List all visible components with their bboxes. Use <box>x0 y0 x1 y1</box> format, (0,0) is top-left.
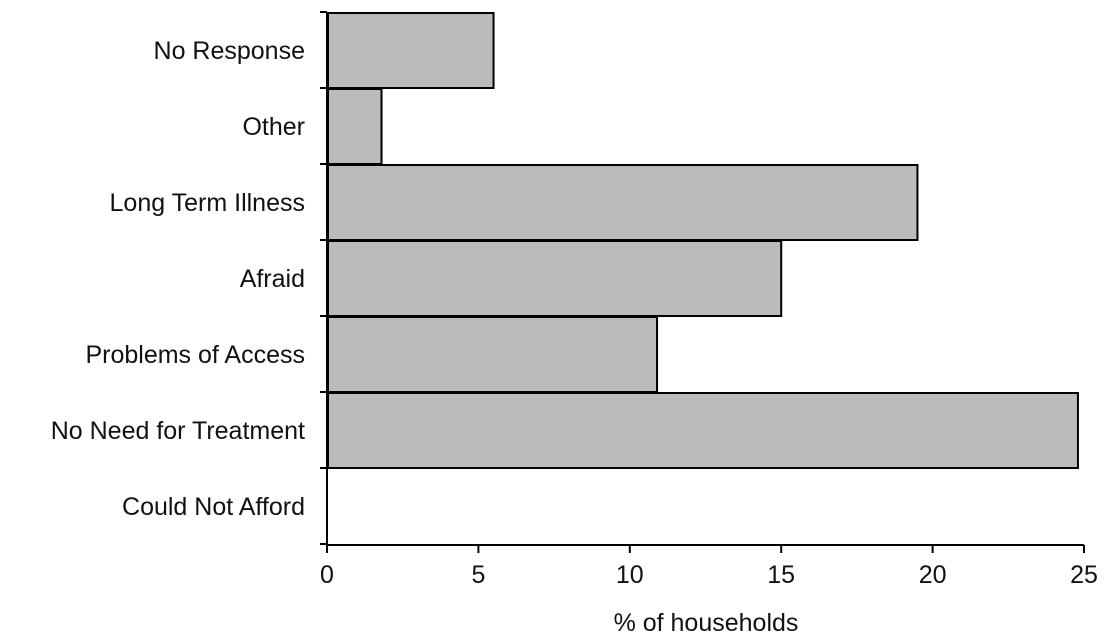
x-tick-label: 0 <box>320 561 334 589</box>
category-label: Afraid <box>240 265 305 293</box>
bar-problems-of-access <box>327 316 659 393</box>
category-label: Problems of Access <box>85 341 305 369</box>
bar-afraid <box>327 240 783 317</box>
category-labels-group: No Response Other Long Term Illness Afraid P… <box>51 37 305 521</box>
category-label: Could Not Afford <box>122 493 305 521</box>
x-tick-label: 10 <box>616 561 644 589</box>
y-tick-marks <box>320 11 327 545</box>
bar-no-need-for-treatment <box>327 392 1079 469</box>
bar-long-term-illness <box>327 164 919 241</box>
x-tick-label: 15 <box>767 561 795 589</box>
category-label: No Need for Treatment <box>51 417 305 445</box>
x-axis-title: % of households <box>614 609 799 637</box>
category-label: No Response <box>154 37 305 65</box>
x-ticks-group: 0 5 10 15 20 25 <box>320 545 1098 589</box>
x-tick-label: 5 <box>471 561 485 589</box>
axes-group <box>326 12 1084 546</box>
bars-group <box>327 12 1079 469</box>
x-tick-label: 25 <box>1070 561 1098 589</box>
x-tick-label: 20 <box>919 561 947 589</box>
bar-other <box>327 88 383 165</box>
bar-no-response <box>327 12 495 89</box>
category-label: Long Term Illness <box>110 189 305 217</box>
category-label: Other <box>242 113 305 141</box>
